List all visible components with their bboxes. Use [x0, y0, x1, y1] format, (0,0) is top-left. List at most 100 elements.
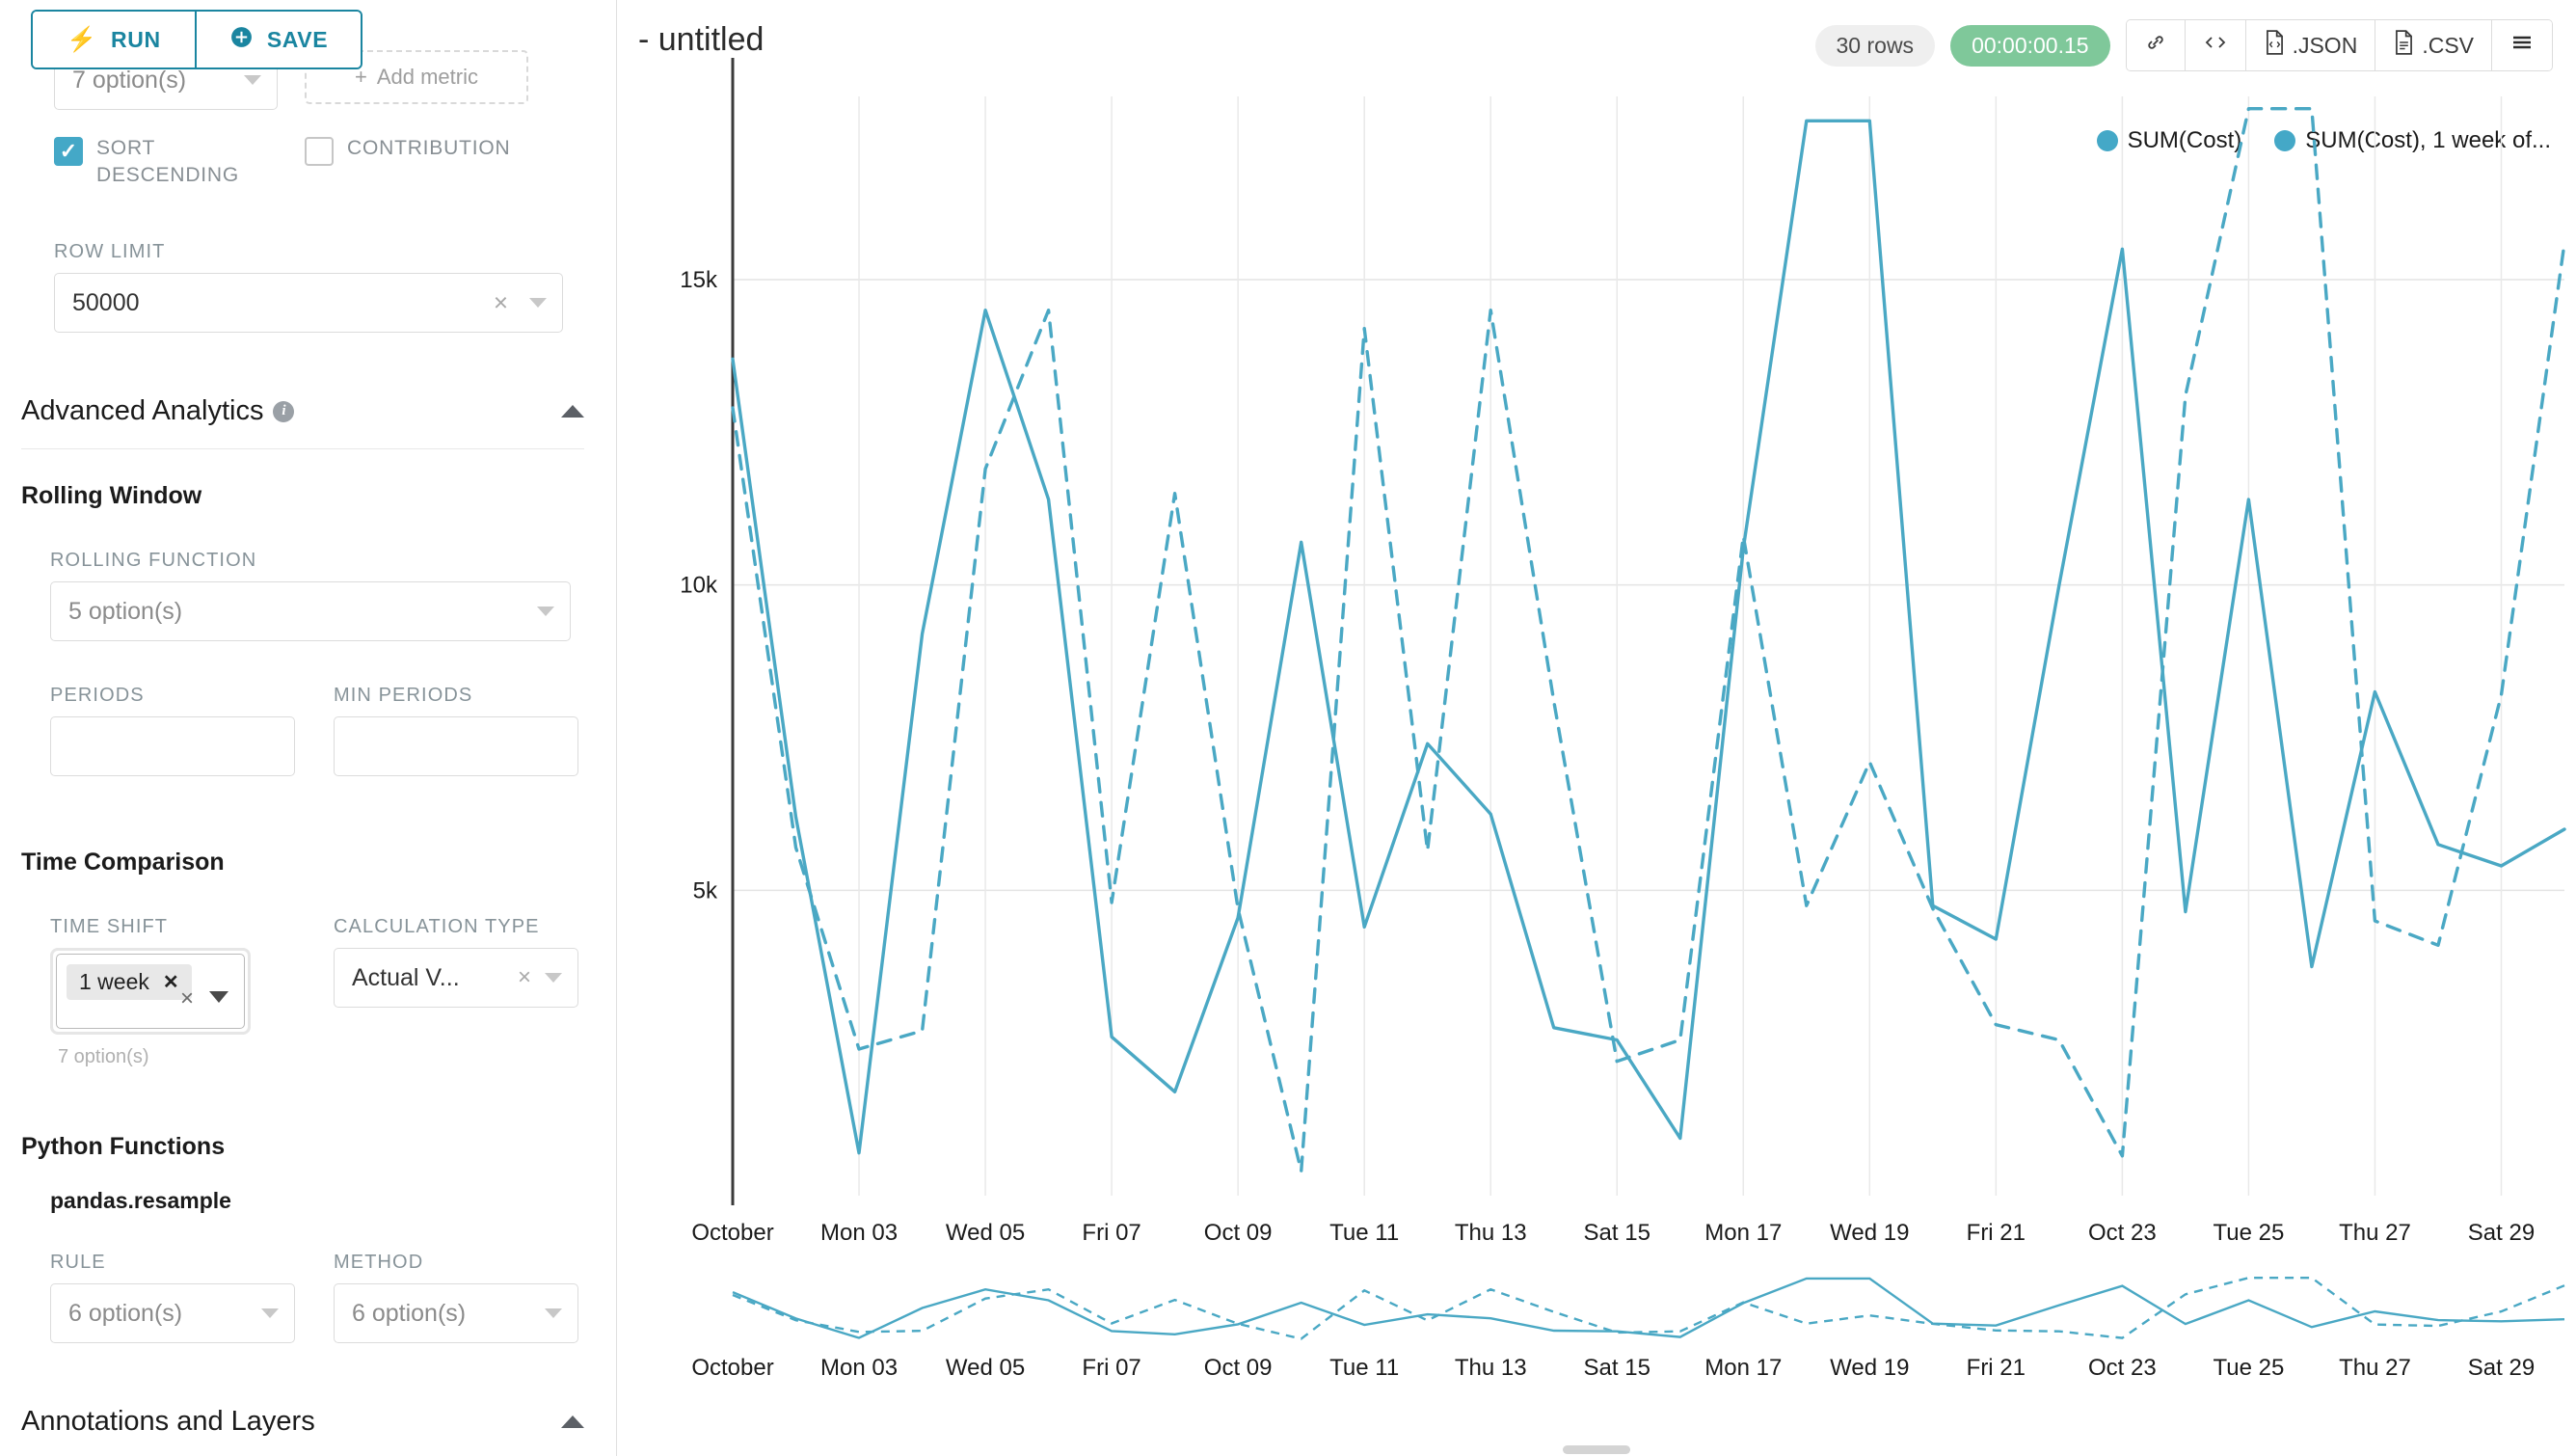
info-icon[interactable]: i: [273, 400, 295, 422]
scrollbar-thumb[interactable]: [1563, 1445, 1630, 1454]
time-shift-token-container[interactable]: 1 week ✕ ×: [56, 954, 245, 1029]
y-axis-tick-label: 5k: [693, 877, 718, 903]
save-button[interactable]: SAVE: [197, 12, 361, 67]
x-axis-tick-label: Mon 17: [1704, 1220, 1782, 1246]
periods-label: PERIODS: [50, 685, 145, 706]
contribution-checkbox[interactable]: CONTRIBUTION: [305, 135, 528, 190]
add-metric-label: Add metric: [376, 65, 478, 89]
legend-color-dot: [2274, 130, 2296, 151]
overview-x-axis-tick-label: Tue 11: [1329, 1355, 1399, 1381]
control-panel-sidebar: ⚡ RUN SAVE 7 option(s): [0, 0, 617, 1456]
more-menu-button[interactable]: [2492, 20, 2552, 70]
advanced-analytics-title-group: Advanced Analytics i: [21, 395, 295, 427]
x-axis-tick-label: Mon 03: [820, 1220, 898, 1246]
rolling-function-select[interactable]: 5 option(s): [50, 581, 571, 641]
sort-descending-label: SORT DESCENDING: [96, 137, 240, 187]
rolling-window-title: Rolling Window: [21, 482, 202, 509]
run-save-button-group[interactable]: ⚡ RUN SAVE: [31, 10, 362, 69]
chevron-up-icon[interactable]: [561, 405, 584, 418]
run-button[interactable]: ⚡ RUN: [33, 12, 197, 67]
overview-x-axis-tick-label: Tue 25: [2213, 1355, 2284, 1381]
y-axis-tick-label: 15k: [680, 267, 718, 293]
min-periods-label: MIN PERIODS: [334, 685, 473, 706]
sort-descending-checkbox[interactable]: ✓ SORT DESCENDING: [54, 135, 278, 190]
advanced-analytics-title: Advanced Analytics: [21, 395, 264, 426]
chevron-down-icon: [244, 75, 261, 85]
time-shift-token-label: 1 week: [79, 969, 149, 994]
overview-x-axis-tick-label: Wed 19: [1830, 1355, 1909, 1381]
x-axis-tick-label: Oct 09: [1204, 1220, 1273, 1246]
chevron-down-icon: [545, 973, 562, 983]
legend-label: SUM(Cost), 1 week of...: [2305, 127, 2551, 153]
min-periods-input[interactable]: [334, 716, 578, 776]
x-axis-tick-label: Fri 21: [1967, 1220, 2026, 1246]
rolling-function-label: ROLLING FUNCTION: [50, 550, 257, 571]
duration-badge: 00:00:00.15: [1950, 24, 2110, 67]
x-axis-tick-label: Wed 05: [946, 1220, 1025, 1246]
clear-icon[interactable]: ×: [493, 287, 508, 317]
clear-icon[interactable]: ×: [517, 964, 531, 990]
rows-badge: 30 rows: [1814, 24, 1936, 67]
time-shift-hint: 7 option(s): [58, 1046, 149, 1067]
row-limit-select[interactable]: 50000 ×: [54, 273, 563, 333]
overview-x-axis-tick-label: Fri 21: [1967, 1355, 2026, 1381]
overview-x-axis-tick-label: Sat 15: [1584, 1355, 1650, 1381]
download-csv-button[interactable]: .CSV: [2375, 20, 2492, 70]
x-axis-tick-label: October: [691, 1220, 773, 1246]
overview-x-axis-tick-label: Fri 07: [1082, 1355, 1140, 1381]
overview-x-axis-tick-label: Sat 29: [2468, 1355, 2535, 1381]
overview-x-axis-tick-label: Oct 09: [1204, 1355, 1273, 1381]
method-select[interactable]: 6 option(s): [334, 1283, 578, 1343]
legend-item-sum-cost-shifted[interactable]: SUM(Cost), 1 week of...: [2274, 127, 2551, 154]
x-axis-tick-label: Fri 07: [1082, 1220, 1140, 1246]
download-csv-label: .CSV: [2422, 32, 2474, 58]
periods-input[interactable]: [50, 716, 295, 776]
view-query-button[interactable]: [2185, 20, 2246, 70]
hamburger-menu-icon: [2509, 32, 2535, 59]
x-axis-tick-label: Tue 11: [1329, 1220, 1399, 1246]
time-shift-token[interactable]: 1 week ✕: [67, 964, 192, 1000]
time-comparison-title: Time Comparison: [21, 849, 225, 876]
time-shift-field[interactable]: 1 week ✕ ×: [50, 948, 251, 1035]
line-chart-svg[interactable]: 5k 10k 15k October Mon 03 Wed 05 Fri 07 Oct 09 T…: [617, 0, 2576, 1456]
chevron-down-icon: [529, 298, 547, 308]
overview-x-axis-tick-label: Mon 03: [820, 1355, 898, 1381]
add-metric-button[interactable]: + Add metric: [305, 50, 528, 104]
link-icon: [2144, 31, 2167, 60]
share-link-button[interactable]: [2126, 20, 2186, 70]
download-json-label: .JSON: [2292, 32, 2358, 58]
overview-x-axis-tick-label: Thu 27: [2339, 1355, 2411, 1381]
annotations-and-layers-section-header[interactable]: Annotations and Layers: [21, 1406, 584, 1438]
legend-label: SUM(Cost): [2127, 127, 2242, 153]
chevron-down-icon[interactable]: [209, 991, 228, 1003]
checkbox-checked-icon: ✓: [54, 137, 83, 166]
x-axis-tick-label: Thu 27: [2339, 1220, 2411, 1246]
rolling-function-value: 5 option(s): [68, 597, 183, 625]
page-title: - untitled: [638, 21, 765, 58]
chevron-down-icon: [261, 1308, 279, 1318]
plus-circle-icon: [229, 25, 254, 55]
run-button-label: RUN: [111, 26, 161, 52]
overview-series-line: [732, 1277, 2565, 1340]
overview-x-axis-tick-label: Wed 05: [946, 1355, 1025, 1381]
clear-icon[interactable]: ×: [179, 985, 194, 1011]
calculation-type-select[interactable]: Actual V... ×: [334, 948, 578, 1008]
legend-item-sum-cost[interactable]: SUM(Cost): [2096, 127, 2242, 154]
chart-horizontal-scrollbar[interactable]: [617, 1433, 2576, 1456]
chart-action-bar: 30 rows 00:00:00.15: [1814, 19, 2553, 71]
method-value: 6 option(s): [352, 1299, 467, 1327]
x-axis-tick-label: Wed 19: [1830, 1220, 1909, 1246]
code-icon: [2203, 31, 2228, 60]
row-limit-value: 50000: [72, 288, 140, 316]
remove-token-icon[interactable]: ✕: [162, 972, 179, 993]
series-select-value: 7 option(s): [72, 66, 187, 94]
calculation-type-value: Actual V...: [352, 963, 460, 991]
advanced-analytics-section-header[interactable]: Advanced Analytics i: [21, 395, 584, 427]
chevron-up-icon[interactable]: [561, 1416, 584, 1428]
calculation-type-label: CALCULATION TYPE: [334, 916, 540, 937]
chart-legend: SUM(Cost) SUM(Cost), 1 week of...: [2096, 127, 2551, 154]
download-json-button[interactable]: .JSON: [2245, 20, 2376, 70]
rule-select[interactable]: 6 option(s): [50, 1283, 295, 1343]
section-divider: [21, 448, 584, 449]
x-axis-tick-label: Sat 29: [2468, 1220, 2535, 1246]
